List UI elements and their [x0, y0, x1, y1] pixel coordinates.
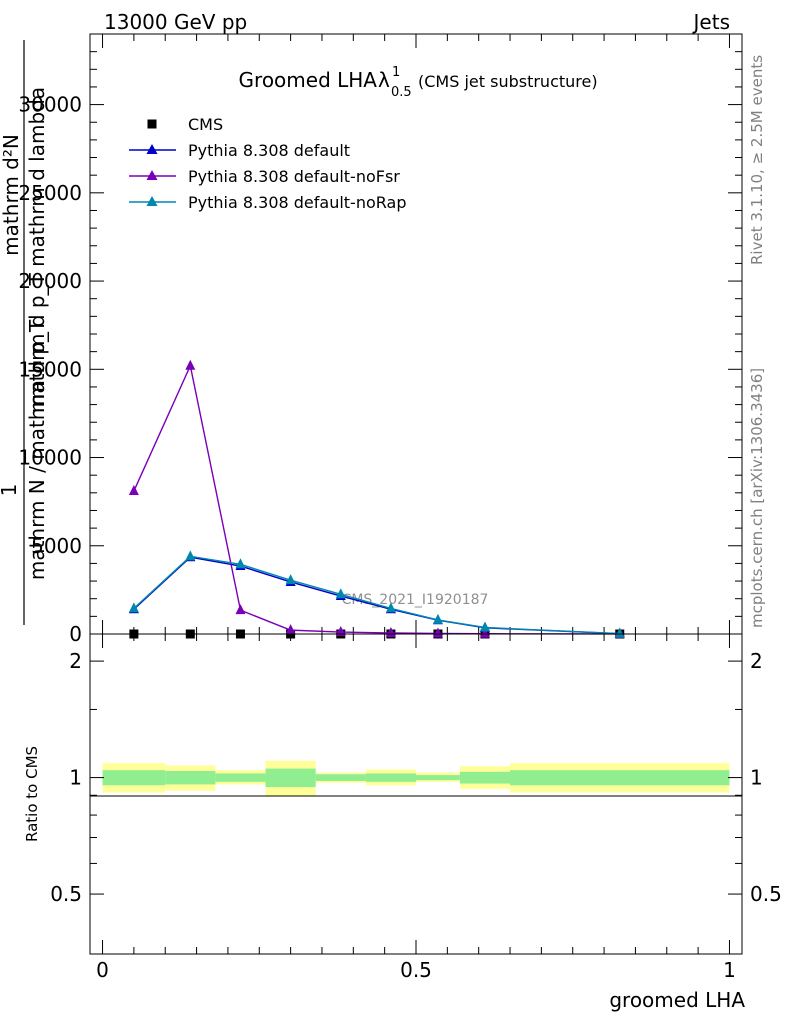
legend-item: CMS	[147, 115, 223, 134]
ratio-xtick-label: 1	[723, 958, 736, 982]
stat-uncertainty-band	[365, 773, 416, 782]
title-lambda: λ	[378, 68, 390, 92]
data-point	[185, 359, 196, 370]
rivet-version-label: Rivet 3.1.10, ≥ 2.5M events	[748, 55, 766, 265]
ratio-xlabel: groomed LHA	[609, 988, 745, 1012]
legend-label: Pythia 8.308 default-noRap	[188, 193, 406, 212]
stat-uncertainty-band	[510, 770, 730, 786]
data-point	[235, 604, 246, 615]
data-point	[614, 627, 625, 638]
main-ytick-label: 25000	[18, 181, 82, 205]
data-point	[432, 627, 443, 638]
stat-uncertainty-band	[215, 773, 266, 782]
ratio-ytick-label: 2	[69, 649, 82, 673]
ratio-xtick-label: 0.5	[400, 958, 432, 982]
data-point	[479, 621, 490, 632]
legend-item: Pythia 8.308 default	[129, 141, 350, 160]
data-point	[385, 602, 396, 613]
category-label: Jets	[692, 10, 730, 34]
stat-uncertainty-band	[102, 770, 166, 786]
legend-item: Pythia 8.308 default-noFsr	[129, 167, 400, 186]
energy-label: 13000 GeV pp	[104, 10, 247, 34]
data-point	[479, 627, 490, 638]
mcplots-label: mcplots.cern.ch [arXiv:1306.3436]	[748, 368, 766, 628]
main-ytick-label: 0	[69, 622, 82, 646]
plot-title: Groomed LHA λ 1 0.5 (CMS jet substructur…	[239, 65, 598, 100]
ratio-ytick-label-right: 2	[750, 649, 763, 673]
title-subscript: 0.5	[391, 85, 412, 100]
ratio-ytick-label: 0.5	[50, 882, 82, 906]
ratio-plot-frame	[89, 633, 743, 955]
legend-marker	[146, 170, 158, 180]
ratio-ylabel: Ratio to CMS	[23, 746, 41, 842]
legend: CMS Pythia 8.308 default Pythia 8.308 defa…	[129, 115, 406, 212]
ratio-ticks: 0.5 0.5 1 1 2 2 0 0.5 1	[50, 634, 782, 982]
ylabel-line1: mathrm d²N	[0, 134, 23, 256]
title-superscript: 1	[392, 65, 400, 80]
legend-label: Pythia 8.308 default	[188, 141, 350, 160]
ylabel-numerator: 1	[0, 484, 21, 497]
data-point	[335, 588, 346, 599]
analysis-id-label: CMS_2021_I1920187	[342, 592, 489, 608]
main-ytick-label: 10000	[18, 446, 82, 470]
ratio-bands	[102, 760, 730, 797]
data-point	[128, 602, 139, 613]
data-point	[185, 550, 196, 561]
ratio-xtick-label: 0	[96, 958, 109, 982]
ratio-ytick-label-right: 1	[750, 766, 763, 790]
ylabel-denominator: mathrm N / mathrm d p_T	[25, 319, 49, 580]
ratio-ytick-label-right: 0.5	[750, 882, 782, 906]
data-point	[128, 485, 139, 496]
stat-uncertainty-band	[315, 774, 366, 781]
ylabel-line2: mathrm d p_T mathrm d lambda	[25, 87, 49, 413]
main-ytick-label: 30000	[18, 93, 82, 117]
ratio-ytick-label: 1	[69, 766, 82, 790]
legend-item: Pythia 8.308 default-noRap	[129, 193, 406, 212]
series-pythia-8-308-default-norap	[128, 550, 625, 638]
stat-uncertainty-band	[416, 775, 460, 781]
main-ytick-label: 5000	[31, 534, 82, 558]
main-ylabel: 1 mathrm d²N mathrm d p_T mathrm d lambd…	[0, 40, 49, 625]
main-ytick-label: 15000	[18, 357, 82, 381]
legend-marker	[147, 119, 157, 129]
legend-marker	[146, 144, 158, 154]
legend-label: CMS	[188, 115, 223, 134]
title-main: Groomed LHA	[239, 68, 378, 92]
stat-uncertainty-band	[459, 771, 511, 784]
legend-label: Pythia 8.308 default-noFsr	[188, 167, 400, 186]
data-point	[285, 624, 296, 635]
stat-uncertainty-band	[165, 770, 216, 785]
legend-marker	[146, 196, 158, 206]
title-note: (CMS jet substructure)	[418, 72, 598, 91]
main-ytick-label: 20000	[18, 269, 82, 293]
data-point	[235, 558, 246, 569]
data-point	[285, 574, 296, 585]
main-ticks: 0 5000 10000 15000 20000 25000 30000	[18, 34, 742, 646]
stat-uncertainty-band	[265, 768, 316, 788]
data-point	[432, 613, 443, 624]
